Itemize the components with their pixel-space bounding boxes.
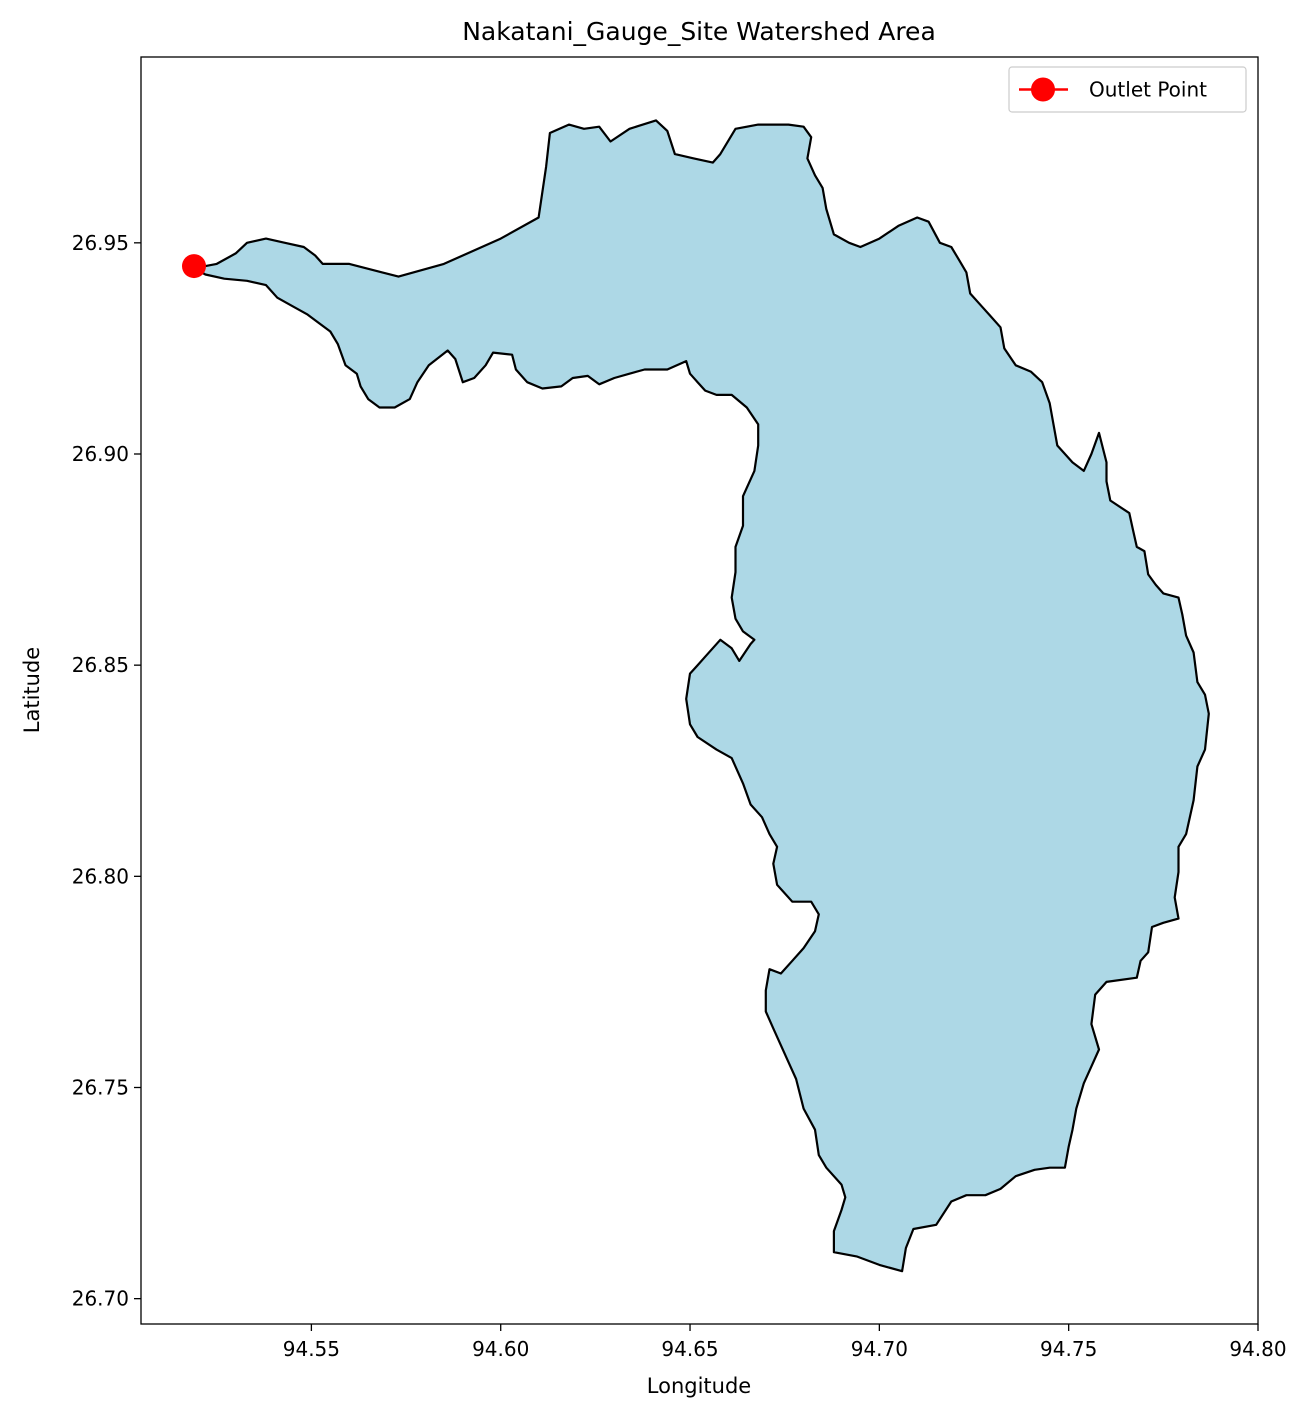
x-tick-label: 94.55	[283, 1337, 340, 1361]
x-tick-label: 94.70	[851, 1337, 908, 1361]
x-tick-label: 94.80	[1229, 1337, 1286, 1361]
y-axis-ticks: 26.70 26.75 26.80 26.85 26.90 26.95	[72, 231, 141, 1311]
watershed-polygon	[192, 119, 1210, 1273]
y-tick-label: 26.90	[72, 442, 129, 466]
outlet-point-marker	[182, 254, 206, 279]
plot-area	[182, 119, 1210, 1273]
x-tick-label: 94.65	[661, 1337, 718, 1361]
x-tick-label: 94.60	[472, 1337, 529, 1361]
x-axis-label: Longitude	[647, 1374, 751, 1398]
y-axis-label: Latitude	[20, 647, 44, 733]
legend: Outlet Point	[1008, 66, 1247, 113]
map-title: Nakatani_Gauge_Site Watershed Area	[462, 17, 936, 46]
legend-label-outlet-point: Outlet Point	[1089, 78, 1207, 102]
axes-frame	[140, 56, 1259, 1325]
y-tick-label: 26.75	[72, 1075, 129, 1099]
y-tick-label: 26.95	[72, 231, 129, 255]
x-tick-label: 94.75	[1040, 1337, 1097, 1361]
legend-box	[1008, 66, 1247, 113]
y-tick-label: 26.85	[72, 653, 129, 677]
x-axis-ticks: 94.55 94.60 94.65 94.70 94.75 94.80	[283, 1324, 1287, 1361]
y-tick-label: 26.70	[72, 1287, 129, 1311]
y-tick-label: 26.80	[72, 864, 129, 888]
legend-marker-swatch	[1031, 77, 1055, 102]
